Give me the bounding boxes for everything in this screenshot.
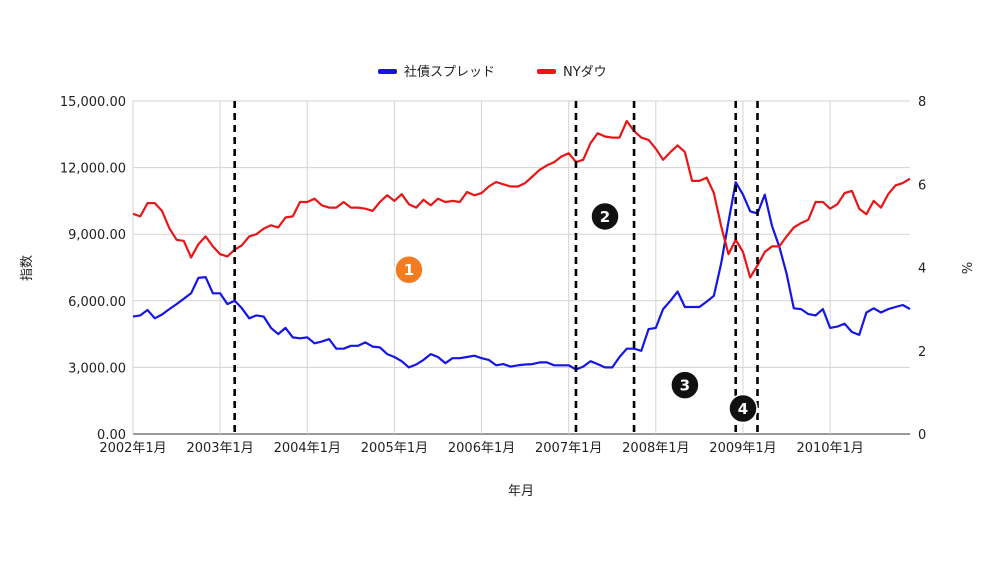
event-marker-circle	[590, 201, 620, 232]
y-left-axis-title: 指数	[20, 255, 35, 281]
y-right-tick-label: 8	[918, 95, 926, 110]
y-left-tick-label: 0.00	[97, 428, 126, 443]
event-marker-circle	[728, 393, 758, 424]
y-right-tick-label: 6	[918, 178, 926, 193]
y-right-axis: 0 2 4 6 8	[918, 95, 926, 443]
legend-item-spread[interactable]: 社債スプレッド	[378, 64, 495, 80]
gridlines	[132, 100, 910, 435]
y-left-tick-label: 12,000.00	[60, 162, 126, 177]
series-line-spread	[132, 181, 911, 371]
event-marker-label: 2	[600, 208, 610, 226]
event-marker-circle	[670, 370, 700, 400]
event-lines	[233, 101, 759, 434]
event-marker-3: 3	[670, 370, 700, 400]
event-marker-1: 1	[394, 254, 424, 285]
y-right-axis-title: %	[961, 262, 976, 274]
x-tick-label: 2009年1月	[709, 441, 776, 456]
legend: 社債スプレッド NYダウ	[378, 64, 607, 80]
y-right-tick-label: 2	[918, 345, 926, 360]
event-marker-label: 1	[404, 261, 414, 279]
event-marker-4: 4	[728, 393, 758, 424]
legend-item-dow[interactable]: NYダウ	[537, 65, 607, 80]
series-layer	[132, 119, 911, 371]
x-axis-title: 年月	[508, 484, 534, 499]
y-left-tick-label: 9,000.00	[68, 228, 126, 243]
event-marker-label: 4	[738, 400, 748, 418]
y-left-tick-label: 15,000.00	[60, 95, 126, 110]
event-marker-circle	[394, 254, 424, 285]
series-line-dow	[132, 119, 911, 279]
event-marker-2: 2	[590, 201, 620, 232]
x-tick-label: 2010年1月	[796, 441, 863, 456]
y-right-tick-label: 4	[918, 262, 926, 277]
legend-label-spread: 社債スプレッド	[404, 64, 495, 80]
y-right-tick-label: 0	[918, 428, 926, 443]
y-left-axis: 0.00 3,000.00 6,000.00 9,000.00 12,000.00 15,…	[60, 95, 126, 443]
y-left-tick-label: 6,000.00	[68, 295, 126, 310]
x-tick-label: 2005年1月	[361, 441, 428, 456]
x-axis: 2002年1月 2003年1月 2004年1月 2005年1月 2006年1月 2007年…	[99, 441, 863, 456]
legend-swatch-dow	[537, 69, 556, 74]
x-tick-label: 2008年1月	[622, 441, 689, 456]
x-tick-label: 2002年1月	[99, 441, 166, 456]
legend-label-dow: NYダウ	[563, 65, 607, 80]
event-marker-label: 3	[680, 377, 690, 395]
event-markers: 1 2 3 4	[394, 201, 758, 424]
x-tick-label: 2006年1月	[448, 441, 515, 456]
y-left-tick-label: 3,000.00	[68, 361, 126, 376]
x-tick-label: 2004年1月	[274, 441, 341, 456]
legend-swatch-spread	[378, 69, 397, 74]
x-tick-label: 2007年1月	[535, 441, 602, 456]
x-tick-label: 2003年1月	[186, 441, 253, 456]
